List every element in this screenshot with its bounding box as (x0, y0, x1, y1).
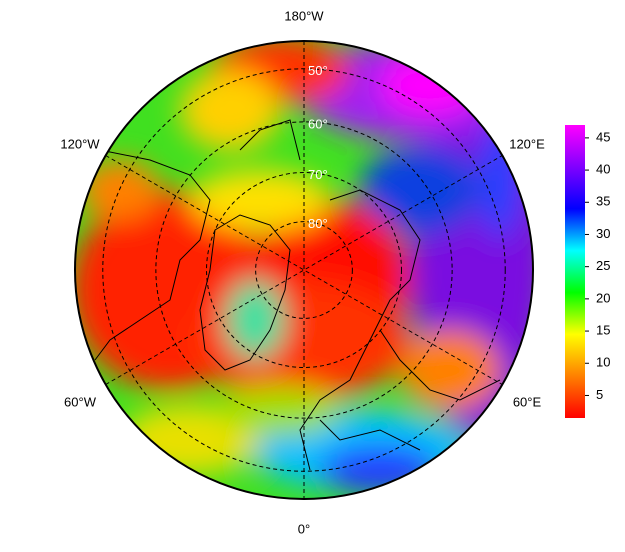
parallel-label: 80° (308, 216, 328, 231)
meridian-label: 60°W (64, 394, 97, 409)
colorbar-tick-label: 15 (596, 323, 610, 338)
parallel-line (255, 221, 353, 319)
parallel-line (206, 172, 402, 368)
colorbar-tick-label: 45 (596, 129, 610, 144)
colorbar-tick-label: 40 (596, 162, 610, 177)
colorbar-tick-label: 30 (596, 226, 610, 241)
meridian-label: 60°E (513, 394, 542, 409)
colorbar-tick-label: 10 (596, 355, 610, 370)
map-boundary (74, 40, 534, 500)
data-field (75, 41, 533, 499)
meridian-label: 120°W (60, 136, 100, 151)
coastlines (94, 119, 501, 471)
parallel-label: 50° (308, 63, 328, 78)
colorbar-tick-label: 35 (596, 194, 610, 209)
parallel-line (102, 68, 506, 472)
meridian-line (105, 155, 503, 385)
meridian-label: 0° (298, 521, 310, 536)
parallel-label: 70° (308, 167, 328, 182)
colorbar (565, 125, 585, 418)
colorbar-tick-label: 25 (596, 258, 610, 273)
colorbar-ticks: 5 10 15 20 25 30 35 40 45 (585, 129, 610, 402)
parallel-line (155, 121, 453, 419)
colorbar-tick-label: 20 (596, 290, 610, 305)
meridian-label: 180°W (284, 8, 324, 23)
meridian-line (105, 155, 503, 385)
graticule: 50° 60° 70° 80° (102, 41, 506, 499)
meridian-label: 120°E (509, 136, 545, 151)
parallel-label: 60° (308, 116, 328, 131)
colorbar-tick-label: 5 (596, 387, 603, 402)
